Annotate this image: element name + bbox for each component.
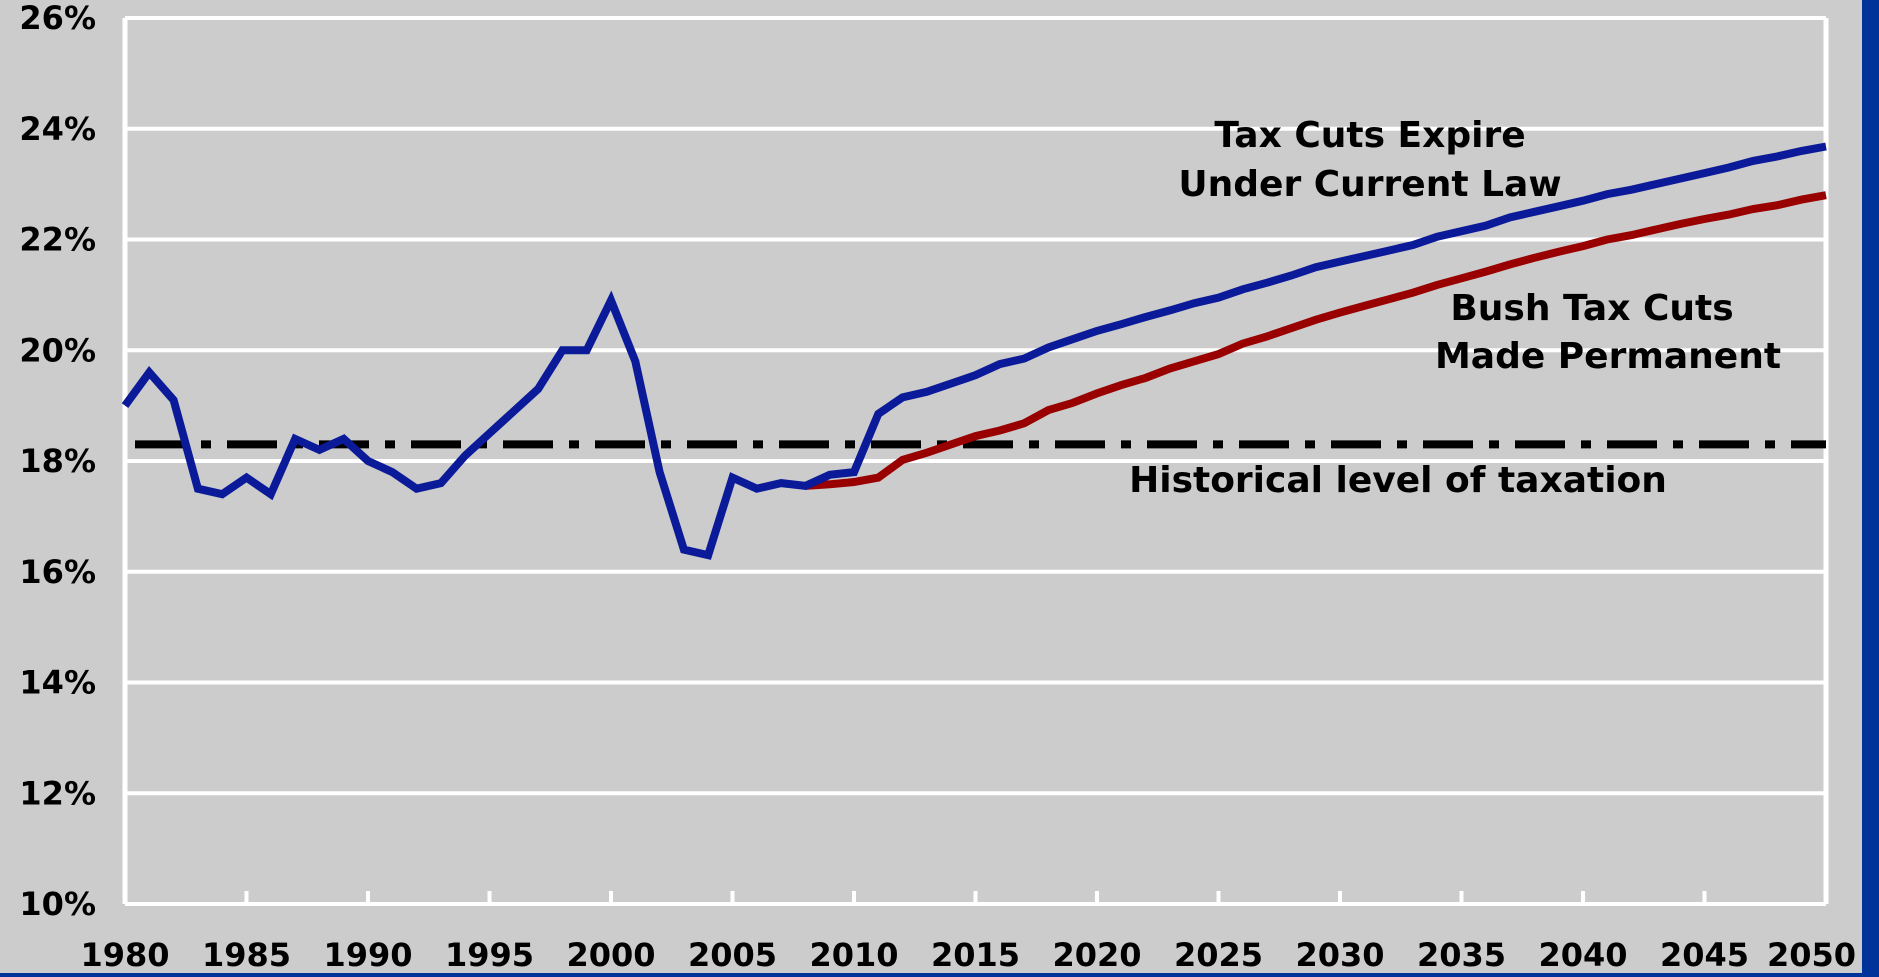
y-tick-label-22: 22%: [19, 221, 96, 259]
x-tick-label-2025: 2025: [1174, 936, 1263, 973]
x-tick-label-2020: 2020: [1052, 936, 1141, 973]
annotation-layer: Tax Cuts Expire Under Current Law Bush T…: [1129, 115, 1781, 501]
series-line-permanent: [805, 191, 1827, 490]
x-tick-label-1980: 1980: [80, 936, 169, 973]
annotation-permanent-line-1: Bush Tax Cuts: [1450, 288, 1733, 329]
y-tick-label-20: 20%: [19, 331, 96, 369]
y-tick-label-16: 16%: [19, 553, 96, 591]
x-tick-label-2030: 2030: [1295, 936, 1384, 973]
x-tick-label-2035: 2035: [1417, 936, 1506, 973]
x-tick-label-2005: 2005: [688, 936, 777, 973]
x-tick-label-1985: 1985: [202, 936, 291, 973]
y-tick-label-24: 24%: [19, 110, 96, 148]
x-tick-label-2040: 2040: [1538, 936, 1627, 973]
x-tick-label-2000: 2000: [566, 936, 655, 973]
series-layer: [121, 142, 1827, 560]
x-tick-label-2010: 2010: [809, 936, 898, 973]
y-tick-label-12: 12%: [19, 774, 96, 812]
x-tick-label-2015: 2015: [931, 936, 1020, 973]
series-line-expire: [121, 142, 1827, 560]
y-tick-label-10: 10%: [19, 885, 96, 923]
x-tick-label-2045: 2045: [1660, 936, 1749, 973]
annotation-expire-line-1: Tax Cuts Expire: [1214, 115, 1525, 156]
x-tick-label-2050: 2050: [1767, 936, 1856, 973]
x-tick-label-1995: 1995: [445, 936, 534, 973]
y-tick-label-14: 14%: [19, 664, 96, 702]
annotation-permanent-line-2: Made Permanent: [1435, 336, 1781, 377]
annotation-expire-line-2: Under Current Law: [1178, 164, 1561, 205]
annotation-historical: Historical level of taxation: [1129, 460, 1667, 501]
grid-layer: [122, 16, 1829, 906]
y-tick-label-18: 18%: [19, 442, 96, 480]
axis-layer: 10% 12% 14% 16% 18% 20% 22% 24% 26% 1980 1985 1990 1…: [19, 0, 1856, 974]
x-tick-label-1990: 1990: [323, 936, 412, 973]
y-tick-label-26: 26%: [19, 0, 96, 37]
